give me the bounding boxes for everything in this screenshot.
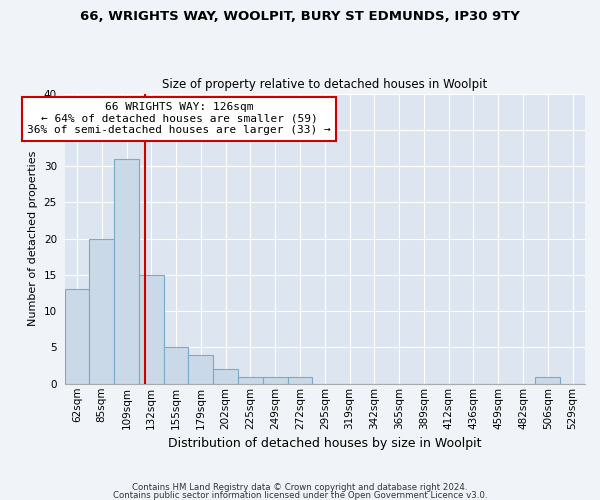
Bar bbox=[238, 376, 263, 384]
Bar bbox=[139, 275, 164, 384]
Title: Size of property relative to detached houses in Woolpit: Size of property relative to detached ho… bbox=[162, 78, 487, 91]
X-axis label: Distribution of detached houses by size in Woolpit: Distribution of detached houses by size … bbox=[168, 437, 482, 450]
Bar bbox=[164, 348, 188, 384]
Bar bbox=[263, 376, 287, 384]
Bar bbox=[535, 376, 560, 384]
Text: 66, WRIGHTS WAY, WOOLPIT, BURY ST EDMUNDS, IP30 9TY: 66, WRIGHTS WAY, WOOLPIT, BURY ST EDMUND… bbox=[80, 10, 520, 23]
Text: Contains HM Land Registry data © Crown copyright and database right 2024.: Contains HM Land Registry data © Crown c… bbox=[132, 484, 468, 492]
Text: 66 WRIGHTS WAY: 126sqm
← 64% of detached houses are smaller (59)
36% of semi-det: 66 WRIGHTS WAY: 126sqm ← 64% of detached… bbox=[27, 102, 331, 136]
Text: Contains public sector information licensed under the Open Government Licence v3: Contains public sector information licen… bbox=[113, 490, 487, 500]
Bar bbox=[287, 376, 313, 384]
Bar bbox=[188, 354, 213, 384]
Bar bbox=[213, 370, 238, 384]
Y-axis label: Number of detached properties: Number of detached properties bbox=[28, 151, 38, 326]
Bar bbox=[89, 238, 114, 384]
Bar bbox=[114, 159, 139, 384]
Bar bbox=[65, 290, 89, 384]
